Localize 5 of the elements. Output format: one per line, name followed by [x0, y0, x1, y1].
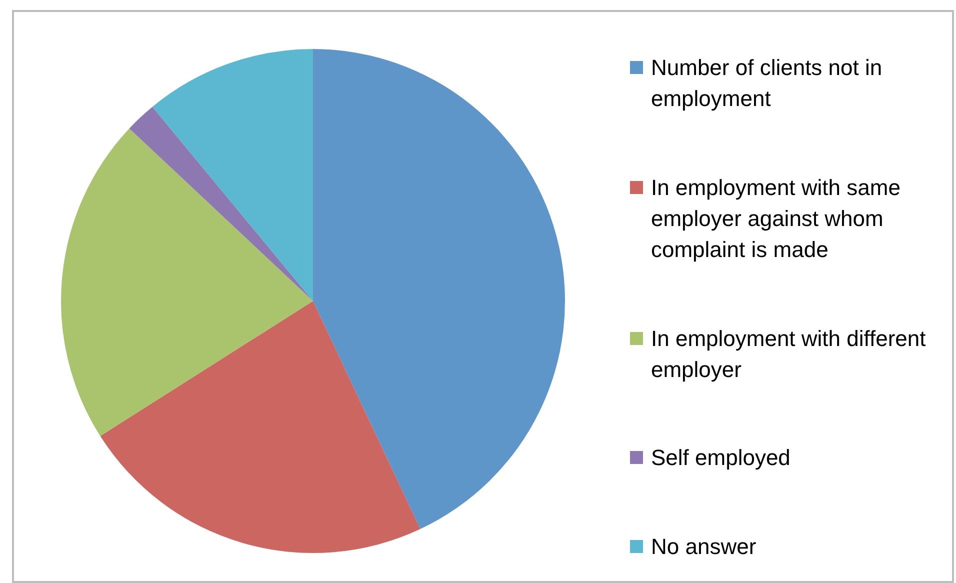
- legend-label: No answer: [651, 533, 756, 561]
- legend-label: Number of clients not in employment: [651, 54, 884, 113]
- legend-label: Self employed: [651, 444, 790, 472]
- legend-label: In employment with same employer against whom complaint is made: [651, 174, 902, 264]
- legend-label: In employment with different employer: [651, 324, 927, 384]
